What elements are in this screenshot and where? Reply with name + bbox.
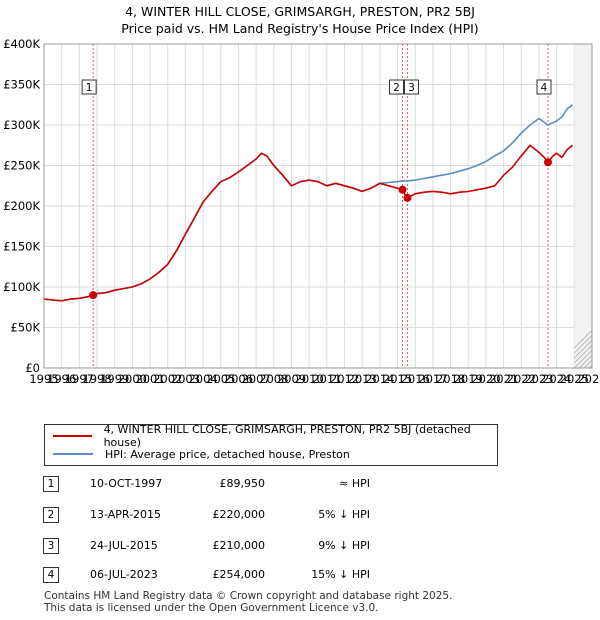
legend-item-hpi: HPI: Average price, detached house, Pres… bbox=[53, 446, 350, 462]
y-tick-label: £200K bbox=[3, 199, 40, 213]
transaction-row: 3 24-JUL-2015 £210,000 9% ↓ HPI bbox=[0, 538, 600, 556]
x-tick-label: 2007 bbox=[241, 372, 270, 386]
x-tick-label: 2014 bbox=[365, 372, 394, 386]
transaction-number: 4 bbox=[43, 567, 59, 583]
x-tick-label: 2019 bbox=[454, 372, 483, 386]
series-lines bbox=[43, 104, 574, 302]
x-tick-label: 2001 bbox=[135, 372, 164, 386]
legend-label-hpi: HPI: Average price, detached house, Pres… bbox=[105, 447, 350, 461]
y-tick-label: £100K bbox=[3, 280, 40, 294]
legend-label-property: 4, WINTER HILL CLOSE, GRIMSARGH, PRESTON… bbox=[103, 423, 471, 449]
grid-lines bbox=[43, 43, 593, 369]
transaction-price: £210,000 bbox=[212, 539, 266, 552]
sale-marker-number: 2 bbox=[393, 82, 400, 94]
legend-item-property: 4, WINTER HILL CLOSE, GRIMSARGH, PRESTON… bbox=[53, 423, 497, 449]
transaction-row: 1 10-OCT-1997 £89,950 ≈ HPI bbox=[0, 476, 600, 494]
x-tick-label: 1998 bbox=[82, 372, 111, 386]
x-tick-label: 2004 bbox=[188, 372, 217, 386]
x-tick-label: 2023 bbox=[524, 372, 553, 386]
sale-marker-box bbox=[536, 79, 552, 95]
transaction-date: 24-JUL-2015 bbox=[90, 539, 158, 552]
transaction-row: 2 13-APR-2015 £220,000 5% ↓ HPI bbox=[0, 507, 600, 525]
x-tick-label: 2016 bbox=[401, 372, 430, 386]
sale-point bbox=[89, 291, 98, 300]
transaction-date: 06-JUL-2023 bbox=[90, 568, 158, 581]
transaction-price: £89,950 bbox=[219, 477, 266, 490]
transaction-hpi: 9% ↓ HPI bbox=[318, 539, 370, 552]
transaction-number: 2 bbox=[43, 507, 59, 523]
x-tick-label: 2025 bbox=[560, 372, 589, 386]
x-tick-label: 2022 bbox=[507, 372, 536, 386]
x-tick-label: 2024 bbox=[542, 372, 571, 386]
x-tick-label: 2018 bbox=[436, 372, 465, 386]
forecast-region bbox=[574, 44, 592, 368]
x-tick-label: 2005 bbox=[206, 372, 235, 386]
x-tick-label: 2017 bbox=[418, 372, 447, 386]
transaction-price: £254,000 bbox=[212, 568, 266, 581]
series-line-property bbox=[43, 144, 574, 302]
x-tick-label: 2009 bbox=[277, 372, 306, 386]
x-tick-label: 1996 bbox=[47, 372, 76, 386]
x-tick-label: 2006 bbox=[224, 372, 253, 386]
transaction-number: 3 bbox=[43, 538, 59, 554]
x-tick-label: 2002 bbox=[153, 372, 182, 386]
transaction-hpi: 5% ↓ HPI bbox=[318, 508, 370, 521]
transaction-row: 4 06-JUL-2023 £254,000 15% ↓ HPI bbox=[0, 567, 600, 585]
y-tick-label: £50K bbox=[11, 321, 41, 335]
x-tick-label: 2015 bbox=[383, 372, 412, 386]
sale-marker-number: 3 bbox=[408, 82, 415, 94]
sale-marker-box bbox=[388, 79, 404, 95]
footer-licence: This data is licensed under the Open Gov… bbox=[44, 602, 379, 614]
x-tick-label: 1999 bbox=[100, 372, 129, 386]
transaction-date: 13-APR-2015 bbox=[90, 508, 162, 521]
y-tick-label: £350K bbox=[3, 78, 40, 92]
y-tick-labels: £0 £50K £100K £150K £200K £250K £300K £350K £400… bbox=[3, 37, 40, 375]
y-tick-label: £400K bbox=[3, 37, 40, 51]
y-tick-label: £150K bbox=[3, 240, 40, 254]
y-tick-label: £0 bbox=[25, 361, 40, 375]
legend-swatch-hpi bbox=[53, 453, 93, 455]
sale-point bbox=[403, 193, 412, 202]
x-tick-label: 1997 bbox=[65, 372, 94, 386]
x-tick-label: 2010 bbox=[295, 372, 324, 386]
axes bbox=[43, 43, 593, 369]
x-tick-label: 2021 bbox=[489, 372, 518, 386]
x-tick-label: 2008 bbox=[259, 372, 288, 386]
y-tick-label: £250K bbox=[3, 159, 40, 173]
forecast-hatch-line bbox=[594, 44, 600, 368]
sale-marker-lines bbox=[92, 44, 549, 368]
plot-frame bbox=[43, 43, 593, 369]
sale-marker-number: 4 bbox=[541, 82, 548, 94]
x-tick-label: 2003 bbox=[171, 372, 200, 386]
sale-points bbox=[89, 158, 552, 300]
transaction-date: 10-OCT-1997 bbox=[90, 477, 163, 490]
x-tick-label: 2012 bbox=[330, 372, 359, 386]
transaction-hpi: ≈ HPI bbox=[339, 477, 370, 490]
x-tick-label: 1995 bbox=[29, 372, 58, 386]
transaction-price: £220,000 bbox=[212, 508, 266, 521]
series-line-hpi bbox=[43, 104, 574, 302]
legend-swatch-property bbox=[53, 435, 92, 437]
transaction-number: 1 bbox=[43, 476, 59, 492]
sale-marker-box bbox=[403, 79, 419, 95]
x-tick-label: 2013 bbox=[348, 372, 377, 386]
chart-legend: 4, WINTER HILL CLOSE, GRIMSARGH, PRESTON… bbox=[44, 423, 498, 466]
sale-marker-number: 1 bbox=[86, 82, 93, 94]
sale-point bbox=[543, 158, 552, 167]
forecast-hatch bbox=[574, 44, 600, 368]
y-tick-label: £300K bbox=[3, 118, 40, 132]
chart-title-line2: Price paid vs. HM Land Registry's House … bbox=[121, 21, 479, 36]
sale-marker-box bbox=[81, 79, 97, 95]
sale-point bbox=[398, 185, 407, 194]
footer-copyright: Contains HM Land Registry data © Crown c… bbox=[44, 590, 453, 602]
transaction-hpi: 15% ↓ HPI bbox=[311, 568, 370, 581]
x-tick-labels: 1995199619971998199920002001200220032004… bbox=[29, 372, 600, 386]
chart-title-line1: 4, WINTER HILL CLOSE, GRIMSARGH, PRESTON… bbox=[125, 4, 475, 19]
x-tick-label: 2000 bbox=[118, 372, 147, 386]
x-tick-label: 2026 bbox=[577, 372, 600, 386]
x-tick-label: 2020 bbox=[471, 372, 500, 386]
x-tick-label: 2011 bbox=[312, 372, 341, 386]
